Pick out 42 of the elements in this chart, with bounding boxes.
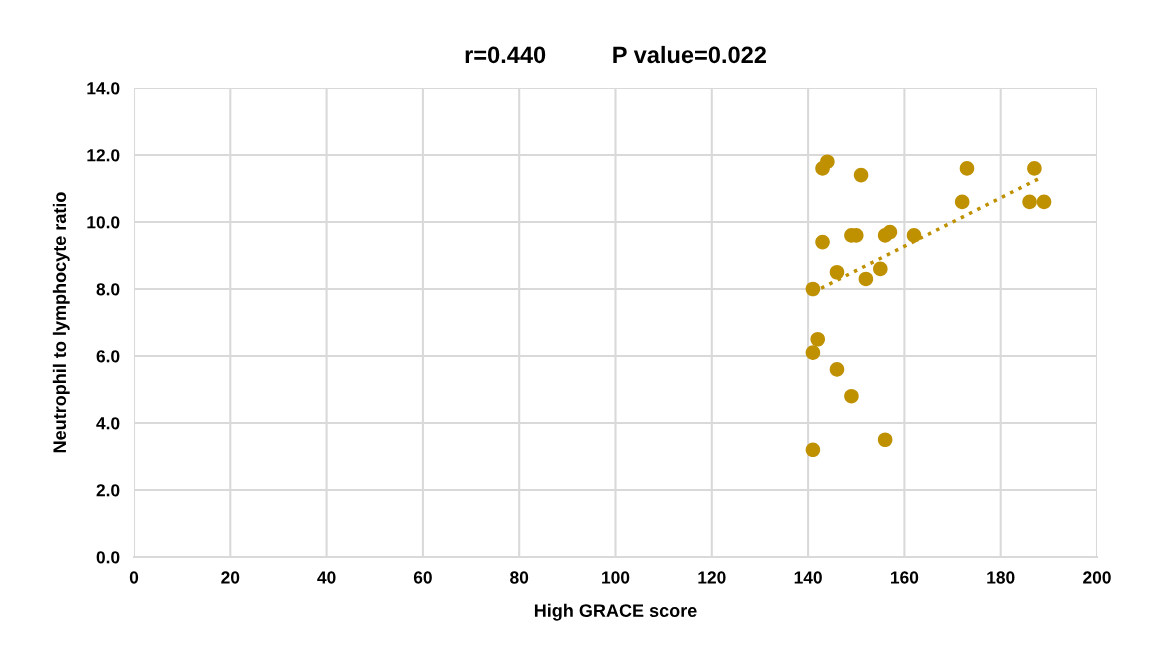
- y-tick-label: 12.0: [87, 149, 120, 162]
- x-tick-label: 20: [221, 571, 240, 584]
- point: [810, 331, 826, 347]
- x-tick-label: 60: [413, 571, 432, 584]
- point: [805, 345, 821, 360]
- point: [829, 264, 845, 280]
- point: [829, 362, 845, 377]
- x-tick-label: 0: [129, 571, 139, 584]
- point: [820, 154, 835, 169]
- point: [954, 194, 970, 210]
- chart-title: r=0.440 P value=0.022: [465, 45, 766, 64]
- y-tick-label: 4.0: [96, 417, 120, 430]
- point: [853, 167, 869, 183]
- y-tick-label: 8.0: [96, 283, 120, 296]
- point: [906, 228, 922, 243]
- x-tick-label: 180: [987, 571, 1015, 584]
- x-tick-label: 140: [794, 571, 822, 584]
- x-tick-label: 120: [698, 571, 726, 584]
- point: [873, 261, 888, 277]
- x-tick-label: 160: [891, 571, 919, 584]
- point: [877, 432, 893, 448]
- point: [844, 388, 859, 404]
- point: [882, 224, 898, 240]
- x-tick-label: 40: [317, 571, 336, 584]
- x-axis-title: High GRACE score: [534, 603, 697, 621]
- y-tick-label: 2.0: [96, 484, 120, 497]
- x-tick-label: 80: [510, 571, 529, 584]
- y-tick-label: 0.0: [96, 551, 120, 564]
- y-axis-title: Neutrophil to lymphocyte ratio: [52, 192, 70, 453]
- point: [1036, 194, 1052, 210]
- point: [959, 161, 975, 176]
- x-tick-label: 100: [602, 571, 630, 584]
- point: [1027, 161, 1042, 176]
- y-tick-label: 14.0: [87, 82, 120, 95]
- point: [815, 234, 830, 250]
- point: [858, 271, 874, 287]
- point: [805, 442, 821, 458]
- y-tick-label: 10.0: [87, 216, 120, 229]
- y-tick-label: 6.0: [96, 350, 120, 363]
- point: [805, 281, 821, 297]
- point: [1022, 194, 1037, 210]
- x-tick-label: 200: [1083, 571, 1111, 584]
